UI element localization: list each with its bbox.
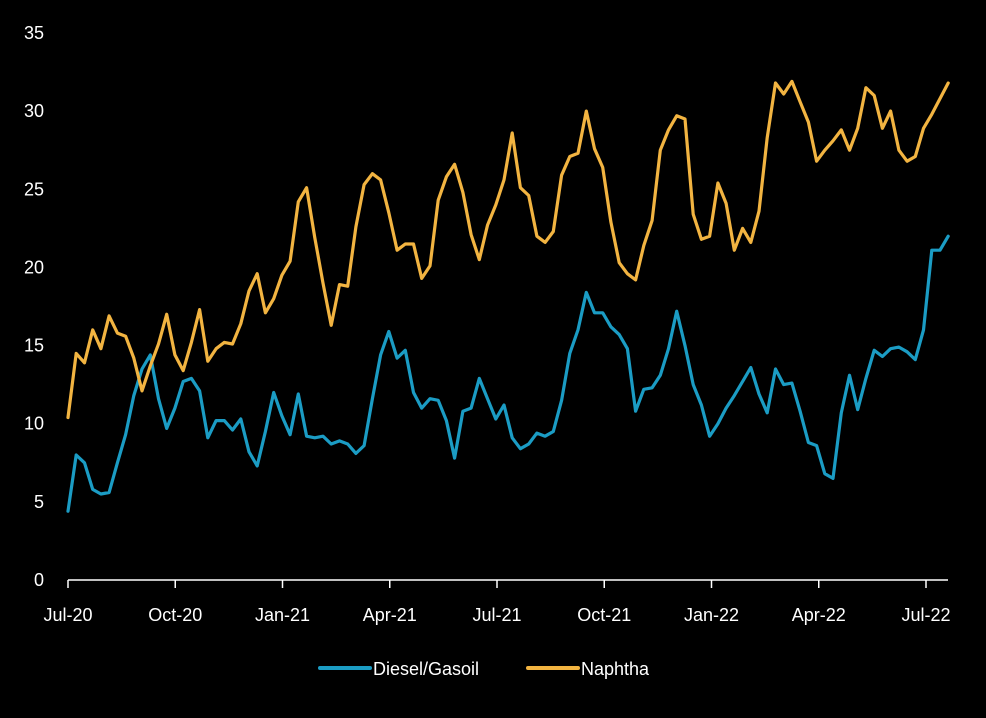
series-layer bbox=[66, 79, 950, 513]
legend-label: Diesel/Gasoil bbox=[373, 659, 479, 679]
y-tick-label: 20 bbox=[24, 257, 44, 277]
y-tick-label: 35 bbox=[24, 23, 44, 43]
x-tick-label: Oct-20 bbox=[148, 605, 202, 625]
x-tick-label: Jul-21 bbox=[472, 605, 521, 625]
y-tick-label: 25 bbox=[24, 179, 44, 199]
x-axis: Jul-20 Oct-20 Jan-21 Apr-21 Jul-21 Oct-21 Jan-… bbox=[43, 579, 951, 625]
legend-label: Naphtha bbox=[581, 659, 650, 679]
x-tick-label: Apr-22 bbox=[792, 605, 846, 625]
legend: Diesel/Gasoil Naphtha bbox=[318, 659, 650, 679]
y-tick-label: 5 bbox=[34, 492, 44, 512]
y-tick-label: 30 bbox=[24, 101, 44, 121]
x-tick-label: Apr-21 bbox=[363, 605, 417, 625]
x-tick-label: Oct-21 bbox=[577, 605, 631, 625]
y-tick-label: 10 bbox=[24, 414, 44, 434]
y-tick-label: 15 bbox=[24, 336, 44, 356]
x-tick-label: Jan-22 bbox=[684, 605, 739, 625]
x-tick-label: Jan-21 bbox=[255, 605, 310, 625]
y-axis: 0 5 10 15 20 25 30 35 bbox=[24, 23, 44, 590]
series-line-diesel-gasoil bbox=[66, 234, 950, 513]
x-tick-label: Jul-20 bbox=[43, 605, 92, 625]
series-line-naphtha bbox=[66, 79, 950, 420]
x-tick-label: Jul-22 bbox=[901, 605, 950, 625]
y-tick-label: 0 bbox=[34, 570, 44, 590]
